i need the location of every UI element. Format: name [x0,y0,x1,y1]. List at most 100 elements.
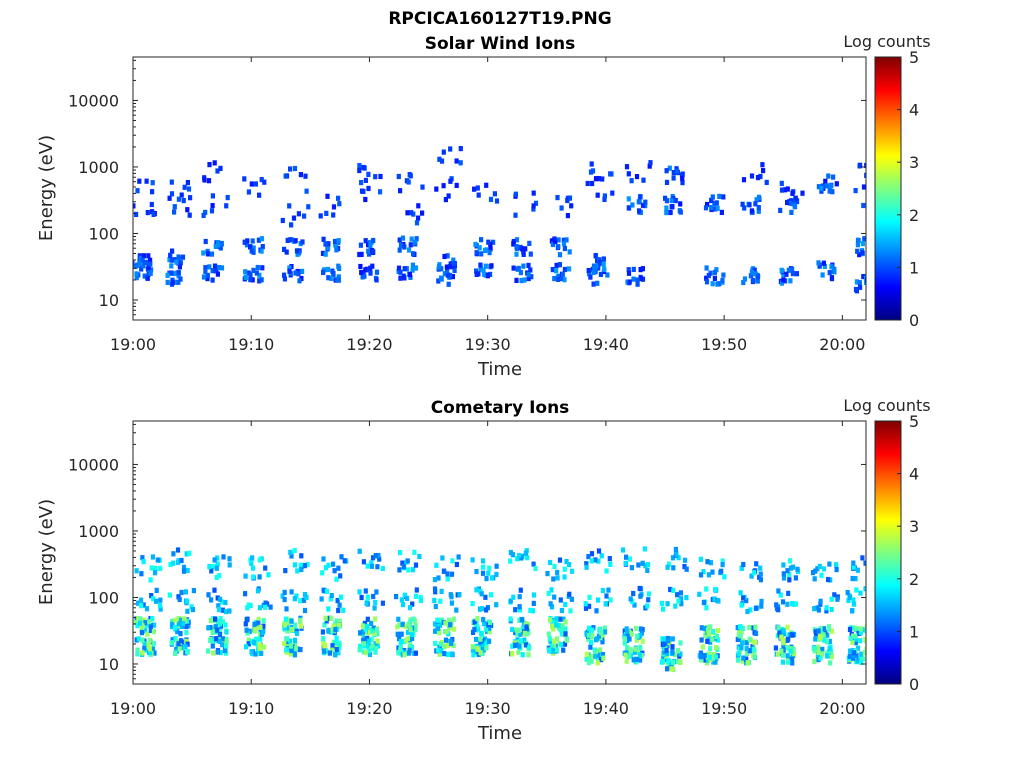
heatmap-cell [470,601,475,607]
colorbar-tick-label: 5 [909,412,919,431]
heatmap-cell [134,211,139,217]
heatmap-cell [333,651,338,658]
heatmap-cell [586,554,591,560]
heatmap-cell [595,280,600,286]
heatmap-cell [716,627,721,634]
heatmap-cell [510,626,515,633]
heatmap-cell [293,645,299,651]
heatmap-cell [638,593,643,599]
heatmap-cell [721,194,726,200]
heatmap-cell [245,605,250,611]
heatmap-cell [636,562,641,568]
heatmap-cell [598,647,603,653]
heatmap-cell [176,594,181,600]
heatmap-cell [213,268,218,274]
heatmap-cell [138,261,143,267]
heatmap-cell [514,627,519,633]
heatmap-cell [190,607,195,613]
heatmap-cell [212,557,217,563]
heatmap-cell [253,181,258,187]
heatmap-cell [359,251,364,257]
heatmap-cell [480,570,486,576]
heatmap-cell [854,652,859,658]
heatmap-cell [140,637,145,643]
heatmap-cell [584,561,589,567]
heatmap-cell [170,280,175,286]
heatmap-cell [560,271,565,277]
heatmap-cell [176,273,181,279]
heatmap-cell [817,563,822,569]
heatmap-cell [458,160,463,166]
heatmap-cell [764,179,769,185]
heatmap-cell [444,628,449,635]
heatmap-cell [470,557,475,563]
heatmap-cell [341,607,346,613]
heatmap-cell [784,271,789,277]
heatmap-cell [191,588,196,594]
heatmap-cell [665,564,670,570]
heatmap-cell [207,264,212,270]
heatmap-cell [220,636,225,642]
heatmap-cell [489,592,494,598]
heatmap-cell [358,242,363,248]
heatmap-cell [531,203,536,209]
heatmap-cell [550,647,555,653]
heatmap-cell [252,621,257,627]
heatmap-cell [224,203,229,209]
heatmap-cell [177,596,182,603]
heatmap-cell [337,640,342,646]
heatmap-cell [854,587,859,593]
heatmap-cell [434,562,439,568]
heatmap-cell [179,192,184,198]
heatmap-cell [326,628,331,634]
heatmap-cell [449,571,455,577]
heatmap-cell [151,596,156,602]
heatmap-cell [456,554,461,560]
heatmap-cell [521,251,526,257]
heatmap-cell [714,633,720,640]
heatmap-cell [457,592,462,598]
heatmap-cell [170,637,175,643]
heatmap-cell [847,626,853,632]
heatmap-cell [473,241,478,248]
heatmap-cell [637,208,642,214]
heatmap-cell [410,262,415,268]
heatmap-cell [868,594,872,599]
heatmap-cell [224,643,229,649]
heatmap-cell [433,640,438,646]
heatmap-cell [206,178,212,184]
heatmap-cell [337,602,342,608]
heatmap-cell [330,268,335,274]
heatmap-cell [591,281,596,287]
heatmap-cell [671,175,676,181]
heatmap-cell [491,239,496,245]
heatmap-cell [753,605,758,611]
heatmap-cell [511,594,516,600]
heatmap-cell [545,571,550,577]
x-tick-label: 20:00 [819,699,865,718]
heatmap-cell [704,265,709,271]
heatmap-cell [751,625,756,631]
plot-frame [132,420,867,685]
heatmap-cell [180,254,186,260]
heatmap-cell [820,651,825,657]
heatmap-cell [371,249,376,255]
heatmap-cell [666,662,671,668]
heatmap-cell [853,640,858,646]
heatmap-cell [417,553,422,560]
heatmap-cell [559,205,564,211]
heatmap-cell [181,564,187,570]
heatmap-cell [800,190,805,196]
heatmap-cell [522,637,527,643]
heatmap-cell [134,271,139,277]
heatmap-cell [361,559,366,565]
heatmap-cell [494,602,499,608]
heatmap-cell [266,572,271,578]
heatmap-cell [439,588,444,594]
heatmap-cell [454,561,459,568]
heatmap-cell [753,271,758,277]
heatmap-cell [401,563,406,569]
heatmap-cell [820,646,825,652]
heatmap-cell [146,264,151,270]
